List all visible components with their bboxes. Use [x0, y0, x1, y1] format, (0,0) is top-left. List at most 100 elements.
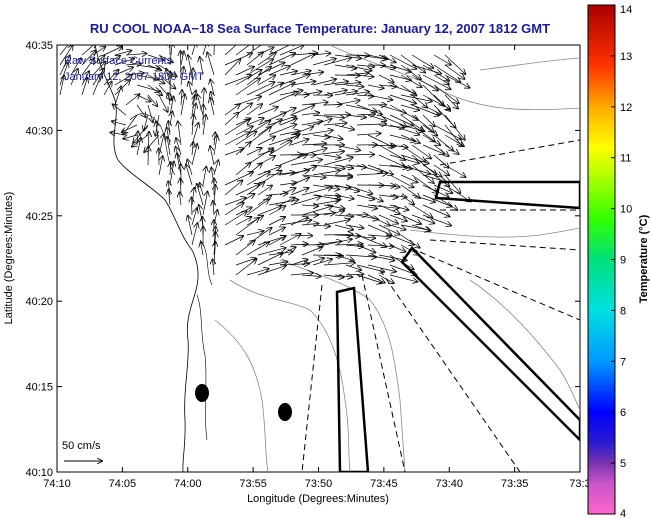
current-vector [200, 57, 203, 76]
current-vector [400, 164, 430, 174]
current-vector [246, 172, 270, 186]
current-vector [210, 146, 215, 166]
current-vector [235, 45, 256, 56]
x-tick-label: 73:35 [501, 478, 529, 490]
current-vector [301, 113, 319, 115]
current-vector [188, 216, 193, 236]
current-vector [400, 104, 419, 110]
current-vector [378, 224, 400, 235]
current-vector [169, 190, 171, 206]
current-vector [367, 94, 392, 100]
current-vector [389, 254, 414, 269]
current-vector [367, 134, 393, 147]
current-vector [170, 45, 172, 66]
figure-title: RU COOL NOAA−18 Sea Surface Temperature:… [90, 21, 550, 36]
river-channel [196, 294, 208, 441]
current-vector [323, 263, 355, 265]
current-vector [323, 90, 347, 96]
current-vector [224, 236, 243, 246]
current-vector [301, 205, 318, 206]
current-vector [103, 82, 112, 96]
current-vector [70, 58, 81, 76]
current-vector [356, 204, 377, 209]
current-vector [257, 166, 281, 176]
current-vector [323, 82, 348, 86]
current-vector [345, 115, 366, 117]
x-tick-label: 73:45 [370, 478, 398, 490]
current-vector [422, 134, 440, 145]
current-vector [444, 94, 458, 109]
current-vector [279, 198, 295, 206]
current-vector [197, 184, 204, 206]
current-vector [290, 196, 321, 206]
current-vector [312, 119, 332, 126]
current-vector [367, 224, 392, 235]
current-vector [312, 200, 339, 206]
current-vector [301, 206, 332, 216]
current-vector [378, 125, 404, 128]
current-vector [345, 255, 376, 257]
current-vector [433, 64, 460, 82]
current-vector [411, 74, 438, 91]
current-vector [411, 194, 435, 202]
current-vector [389, 145, 408, 147]
current-vector [356, 65, 374, 67]
current-vector [356, 264, 384, 272]
bathymetry-contours [214, 45, 580, 472]
coastline [94, 45, 199, 472]
current-vector [257, 83, 283, 96]
current-vector [400, 174, 418, 182]
current-vector [400, 214, 421, 224]
current-vector [235, 70, 262, 86]
current-vector [268, 83, 295, 96]
current-vector [334, 275, 352, 277]
colorbar-tick-label: 4 [620, 508, 626, 519]
current-vector [246, 59, 273, 76]
current-vector [158, 74, 175, 89]
current-vector [334, 194, 354, 199]
current-vector [378, 144, 405, 160]
current-vector [400, 234, 420, 248]
current-vector [59, 45, 72, 56]
current-vector [136, 138, 141, 156]
current-vector [224, 113, 238, 126]
current-vector [268, 227, 285, 236]
current-vector [279, 188, 295, 196]
current-vector [166, 69, 171, 86]
current-vector [301, 187, 332, 196]
current-vector [290, 167, 316, 176]
current-vector [125, 94, 140, 106]
current-vector [268, 124, 296, 136]
current-vector [378, 65, 395, 68]
current-vector [312, 225, 330, 226]
current-vector [422, 74, 451, 89]
current-vector [367, 214, 390, 226]
current-vector [257, 248, 286, 256]
current-vector [356, 114, 375, 115]
y-axis-ticks: 40:35 40:30 40:25 40:20 40:15 40:10 [25, 40, 580, 479]
x-tick-label: 74:10 [43, 478, 71, 490]
current-vector [207, 52, 215, 76]
current-vector [389, 274, 417, 282]
current-vector [290, 260, 308, 266]
current-vector [246, 82, 274, 96]
current-vector [312, 135, 329, 137]
current-vector [312, 241, 341, 246]
current-vector [279, 234, 301, 246]
colorbar-tick-label: 7 [620, 356, 626, 368]
current-vector [389, 64, 411, 72]
current-vector [235, 184, 259, 196]
current-vector [323, 220, 350, 226]
current-vector [422, 144, 444, 154]
current-vector [235, 259, 257, 276]
current-vector [257, 107, 278, 116]
current-vector [191, 208, 197, 226]
current-vector [147, 54, 164, 60]
current-vector [147, 74, 164, 83]
current-vector [433, 174, 449, 186]
current-vector [59, 75, 64, 96]
current-vector [334, 184, 359, 191]
current-vector [312, 79, 336, 86]
current-vector [290, 188, 309, 196]
current-vector [389, 104, 418, 120]
